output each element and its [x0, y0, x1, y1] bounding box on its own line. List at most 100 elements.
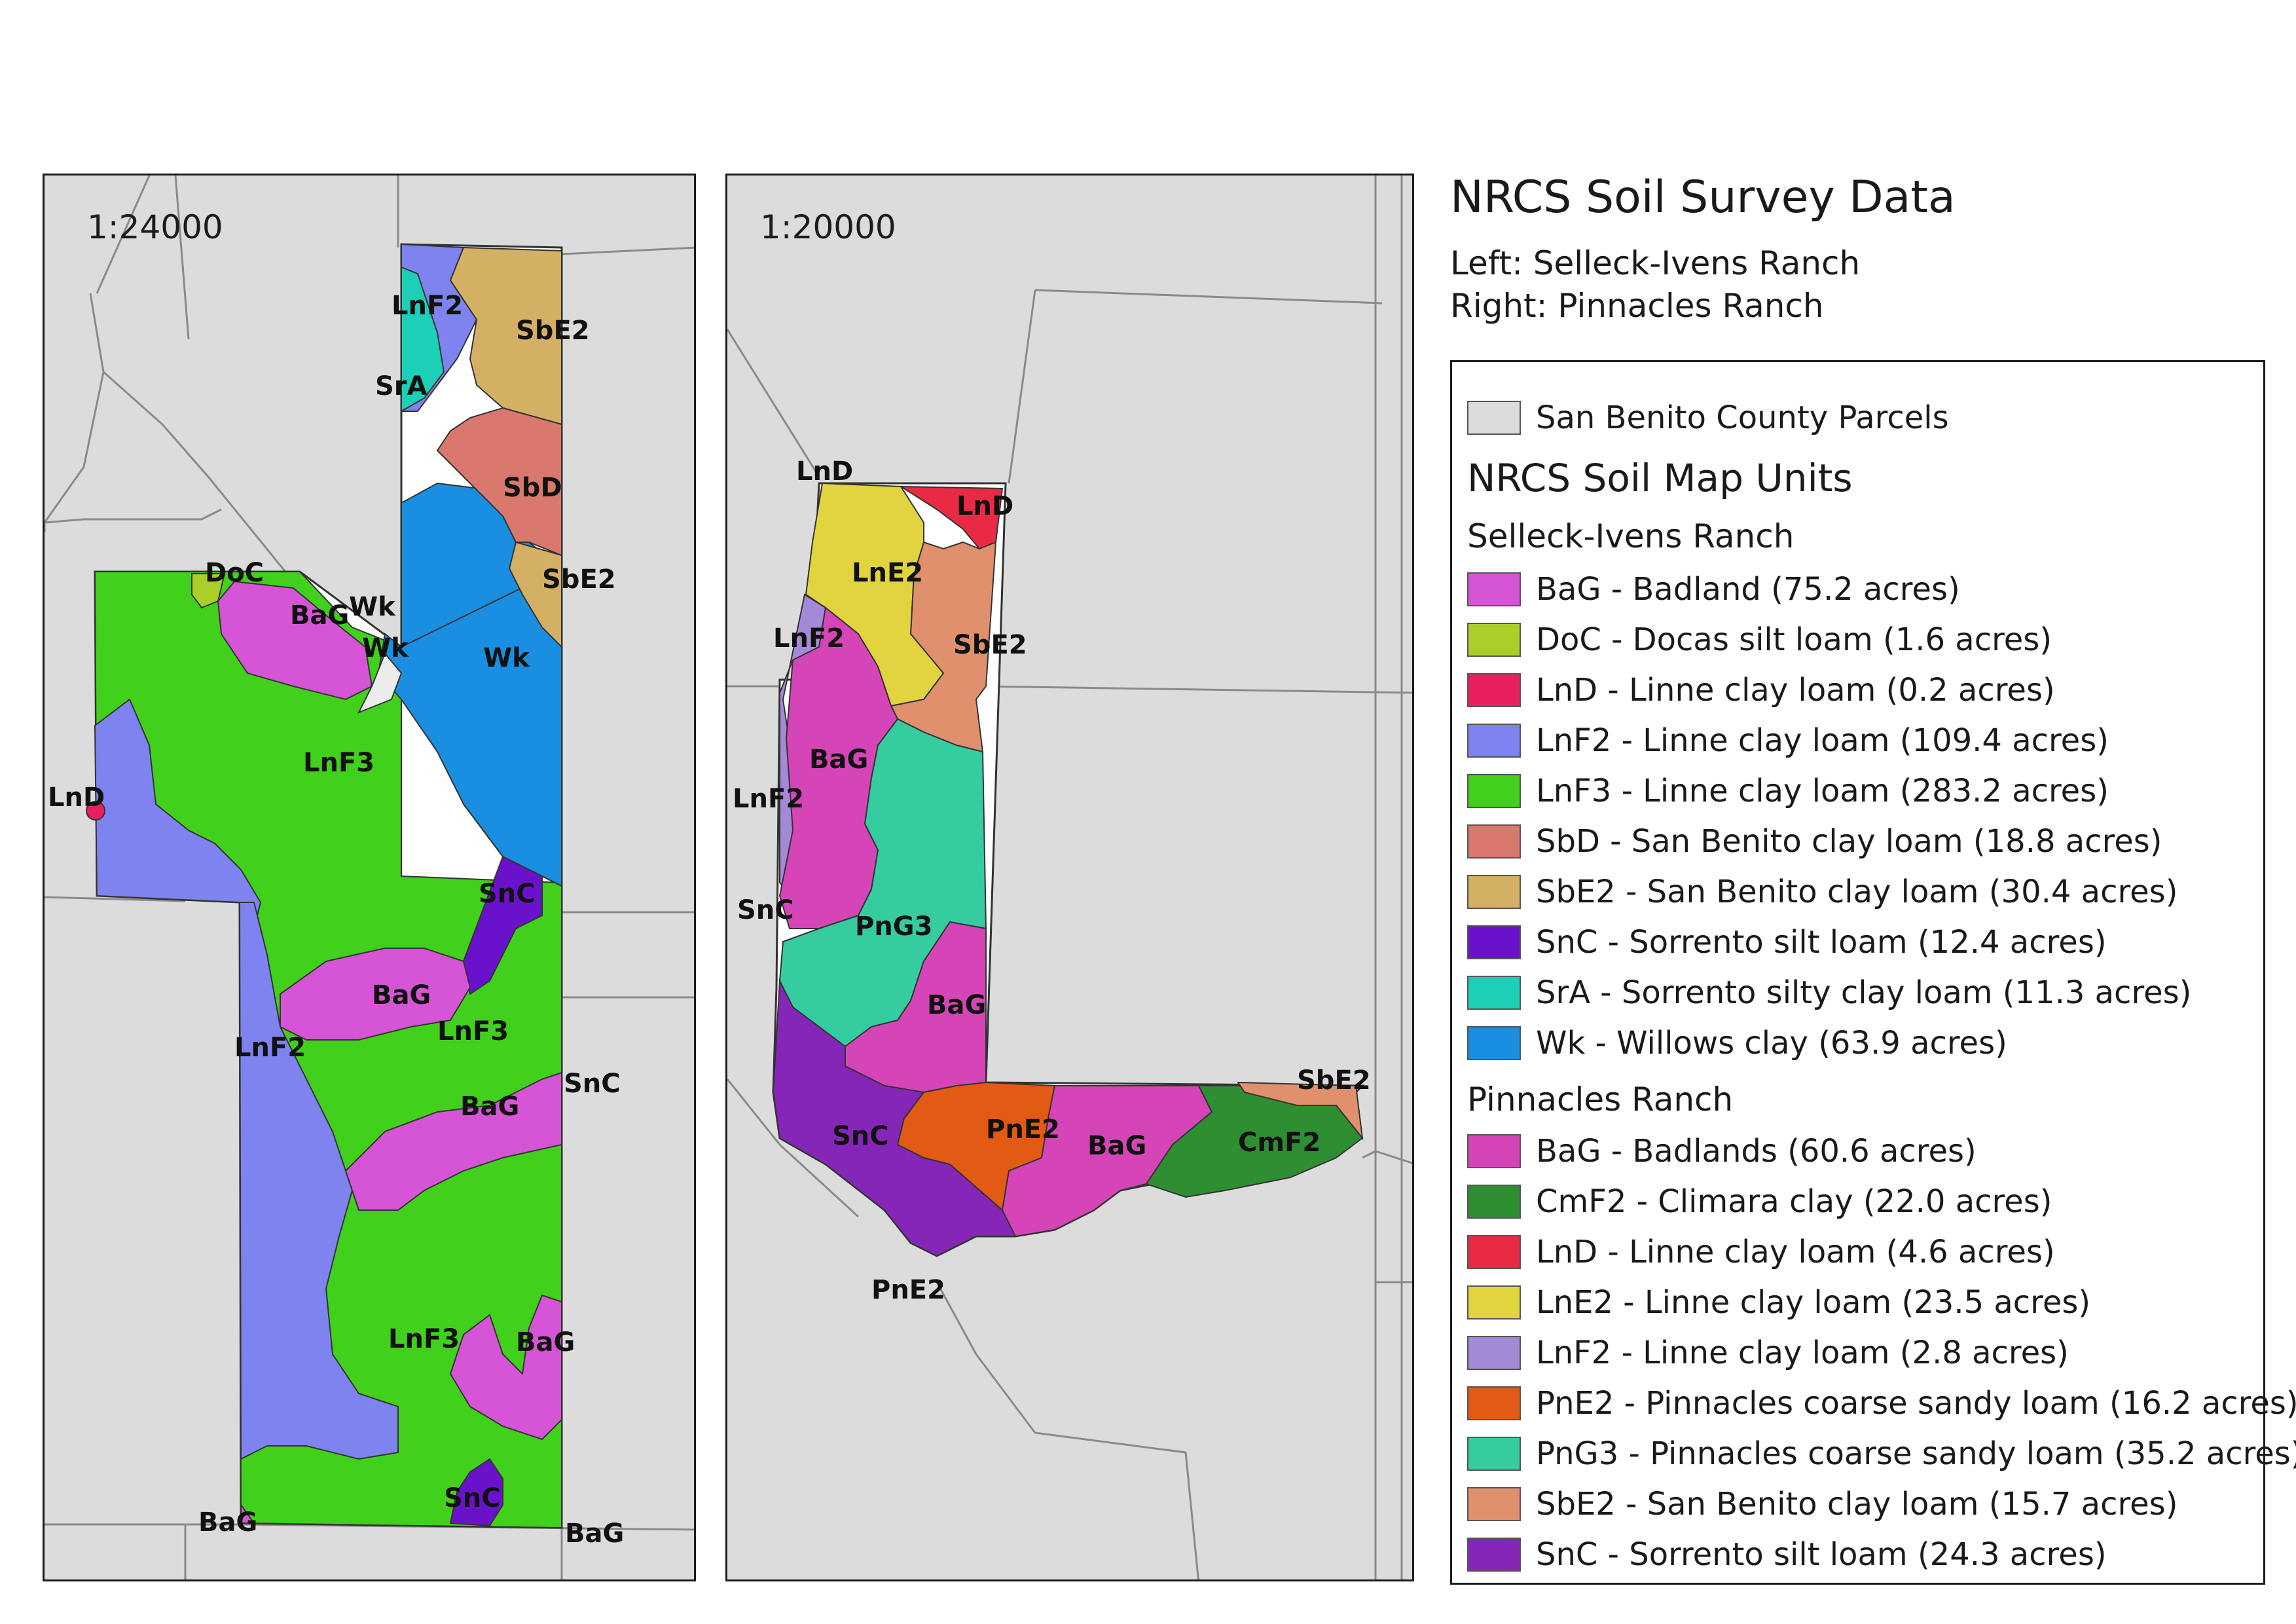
label-lnd-2: LnD [957, 491, 1013, 521]
label-bag-3: BaG [460, 1092, 519, 1122]
subtitle-right: Right: Pinnacles Ranch [1450, 287, 1824, 325]
legend-g1-label-1: DoC - Docas silt loam (1.6 acres) [1536, 621, 2052, 658]
legend-g2-swatch-3 [1467, 1285, 1521, 1320]
legend-g2-row-3: LnE2 - Linne clay loam (23.5 acres) [1452, 1280, 2090, 1325]
legend-g1-swatch-1 [1467, 623, 1521, 657]
legend-swatch-parcels [1467, 401, 1521, 435]
legend-g2-label-1: CmF2 - Climara clay (22.0 acres) [1536, 1183, 2052, 1220]
legend-g1-swatch-5 [1467, 824, 1521, 858]
soil-snc-upper [462, 855, 543, 995]
soil-bag-right [344, 1071, 562, 1211]
legend-g1-row-0: BaG - Badland (75.2 acres) [1452, 566, 1960, 612]
legend-g1-swatch-9 [1467, 1026, 1521, 1060]
label-pne2: PnE2 [986, 1115, 1060, 1145]
soil-sbe2-mid [508, 541, 562, 649]
legend-g1-swatch-0 [1467, 572, 1521, 606]
legend-g1-row-4: LnF3 - Linne clay loam (283.2 acres) [1452, 768, 2109, 814]
label-bag-6: BaG [565, 1519, 624, 1549]
label-sbe2-mid: SbE2 [542, 564, 616, 595]
legend-g1-label-4: LnF3 - Linne clay loam (283.2 acres) [1536, 773, 2109, 809]
legend-g2-row-5: PnE2 - Pinnacles coarse sandy loam (16.2… [1452, 1380, 2296, 1426]
right-map[interactable]: LnD LnD LnE2 LnF2 SbE2 BaG LnF2 SnC PnG3… [725, 174, 1414, 1581]
legend-g2-swatch-0 [1467, 1134, 1521, 1168]
legend-g1-row-8: SrA - Sorrento silty clay loam (11.3 acr… [1452, 970, 2191, 1016]
label-doc: DoC [205, 558, 264, 588]
soil-lnf2-left [94, 698, 262, 931]
legend-g2-swatch-4 [1467, 1336, 1521, 1370]
legend-row-parcels: San Benito County Parcels [1452, 395, 1949, 441]
soil-bag-sliver [240, 1502, 255, 1524]
legend-g1-row-5: SbD - San Benito clay loam (18.8 acres) [1452, 819, 2162, 864]
legend-g1-label-3: LnF2 - Linne clay loam (109.4 acres) [1536, 722, 2109, 759]
legend-g2-swatch-1 [1467, 1185, 1521, 1219]
legend-g1-label-0: BaG - Badland (75.2 acres) [1536, 571, 1960, 608]
legend-group2-name: Pinnacles Ranch [1467, 1080, 1734, 1118]
soil-wk-upper [377, 567, 562, 887]
legend-g2-row-7: SbE2 - San Benito clay loam (15.7 acres) [1452, 1481, 2178, 1527]
label-bag-r1: BaG [809, 745, 868, 775]
legend-g2-row-0: BaG - Badlands (60.6 acres) [1452, 1128, 1977, 1174]
label-bag-4: BaG [516, 1327, 575, 1357]
label-sbd: SbD [503, 473, 562, 503]
legend-g2-swatch-6 [1467, 1437, 1521, 1471]
label-snc-r1: SnC [737, 895, 794, 925]
legend-g2-label-4: LnF2 - Linne clay loam (2.8 acres) [1536, 1335, 2069, 1371]
legend-g2-label-8: SnC - Sorrento silt loam (24.3 acres) [1536, 1536, 2107, 1573]
soil-sra [401, 266, 445, 413]
label-snc-2: SnC [564, 1069, 621, 1099]
legend-g2-swatch-2 [1467, 1235, 1521, 1269]
legend-g2-label-7: SbE2 - San Benito clay loam (15.7 acres) [1536, 1486, 2178, 1522]
legend-g1-swatch-8 [1467, 976, 1521, 1010]
soil-sbe2-top [449, 246, 562, 426]
label-lnf3-2: LnF3 [437, 1016, 509, 1046]
legend-heading: NRCS Soil Map Units [1467, 456, 1853, 500]
label-wk-2: Wk [362, 633, 409, 663]
legend-g1-label-2: LnD - Linne clay loam (0.2 acres) [1536, 672, 2055, 709]
subtitle-left: Left: Selleck-Ivens Ranch [1450, 244, 1861, 282]
soil-lnd [86, 801, 105, 821]
legend-g2-row-1: CmF2 - Climara clay (22.0 acres) [1452, 1179, 2052, 1225]
legend-g1-label-9: Wk - Willows clay (63.9 acres) [1536, 1025, 2007, 1061]
legend-g1-label-6: SbE2 - San Benito clay loam (30.4 acres) [1536, 874, 2178, 910]
left-map[interactable]: LnF2 SbE2 SrA SbD DoC SbE2 Wk BaG Wk Wk … [43, 174, 696, 1581]
label-bag-2: BaG [372, 980, 431, 1010]
legend-g1-label-7: SnC - Sorrento silt loam (12.4 acres) [1536, 924, 2107, 961]
legend-group1-name: Selleck-Ivens Ranch [1467, 517, 1795, 555]
label-lnd: LnD [48, 783, 105, 813]
label-png3: PnG3 [855, 912, 932, 942]
right-parcel-lines [727, 175, 1412, 1579]
legend-g2-swatch-7 [1467, 1487, 1521, 1521]
legend-g2-label-2: LnD - Linne clay loam (4.6 acres) [1536, 1234, 2055, 1270]
soil-wk-white [357, 652, 403, 714]
legend-g1-swatch-4 [1467, 774, 1521, 808]
label-pne2-low: PnE2 [871, 1275, 945, 1305]
legend-label-parcels: San Benito County Parcels [1536, 399, 1949, 436]
label-wk-3: Wk [483, 643, 530, 673]
legend-g2-row-6: PnG3 - Pinnacles coarse sandy loam (35.2… [1452, 1431, 2296, 1477]
soil-bag-lower [449, 1294, 562, 1441]
label-snc-3: SnC [444, 1483, 501, 1513]
left-scale: 1:24000 [87, 208, 223, 246]
label-sra: SrA [375, 371, 428, 401]
legend-g1-row-3: LnF2 - Linne clay loam (109.4 acres) [1452, 718, 2109, 764]
legend-g2-row-4: LnF2 - Linne clay loam (2.8 acres) [1452, 1330, 2069, 1376]
label-bag-r2: BaG [927, 990, 986, 1020]
legend-g1-row-1: DoC - Docas silt loam (1.6 acres) [1452, 617, 2052, 663]
left-map-canvas: LnF2 SbE2 SrA SbD DoC SbE2 Wk BaG Wk Wk … [45, 175, 694, 1579]
legend: San Benito County Parcels NRCS Soil Map … [1450, 360, 2296, 1585]
label-lnf2-1: LnF2 [773, 623, 845, 654]
label-lnd-1: LnD [796, 456, 853, 487]
label-snc-r2: SnC [832, 1121, 889, 1151]
label-lnf3-1: LnF3 [303, 748, 374, 778]
legend-g2-label-3: LnE2 - Linne clay loam (23.5 acres) [1536, 1284, 2091, 1321]
legend-g1-label-5: SbD - San Benito clay loam (18.8 acres) [1536, 823, 2162, 860]
legend-g2-row-2: LnD - Linne clay loam (4.6 acres) [1452, 1229, 2055, 1275]
legend-g2-row-8: SnC - Sorrento silt loam (24.3 acres) [1452, 1532, 2107, 1578]
legend-g1-label-8: SrA - Sorrento silty clay loam (11.3 acr… [1536, 974, 2192, 1011]
legend-g1-swatch-3 [1467, 724, 1521, 758]
label-bag-r3: BaG [1087, 1131, 1146, 1161]
right-scale: 1:20000 [760, 208, 896, 246]
legend-g2-swatch-8 [1467, 1538, 1521, 1572]
legend-g1-row-2: LnD - Linne clay loam (0.2 acres) [1452, 667, 2055, 713]
soil-bag-mid [280, 948, 471, 1041]
